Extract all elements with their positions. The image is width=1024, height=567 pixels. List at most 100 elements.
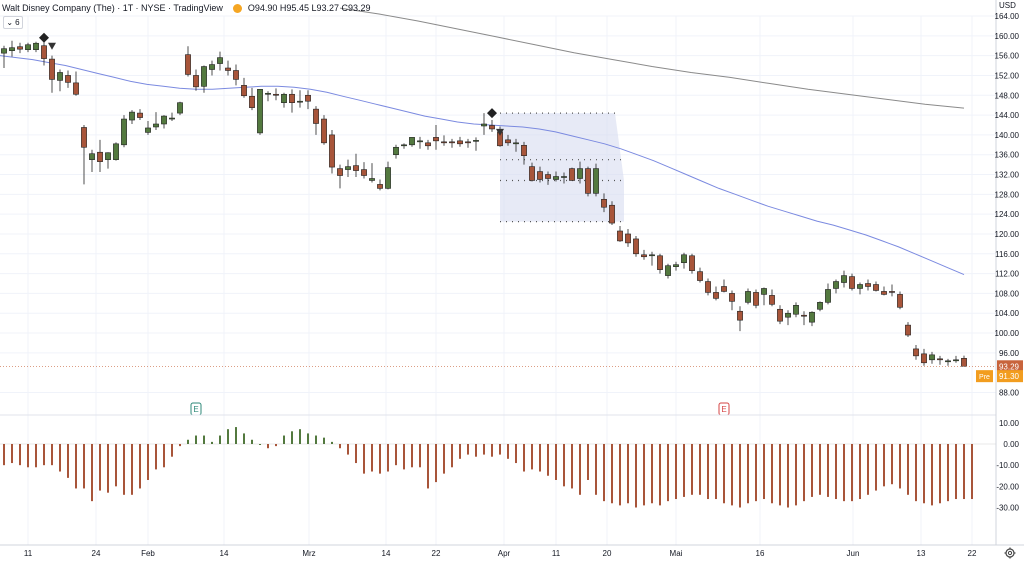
indicator-bar (315, 435, 317, 444)
indicator-bar (955, 444, 957, 500)
indicator-histogram (3, 427, 973, 508)
candle-body (321, 118, 327, 144)
market-status-icon (232, 3, 242, 13)
earnings-marker-icon[interactable]: E (718, 402, 730, 416)
candle-body (713, 292, 719, 299)
candle-body (753, 292, 759, 306)
symbol-title[interactable]: Walt Disney Company (The) · 1T · NYSE · … (2, 3, 223, 13)
indicator-bar (803, 444, 805, 502)
indicator-bar (899, 444, 901, 489)
time-tick-label: 11 (552, 549, 561, 558)
price-tick-label: 104.00 (995, 309, 1020, 318)
time-tick-label: Mai (670, 549, 683, 558)
time-tick-label: Apr (498, 549, 511, 558)
indicator-tick-label: -20.00 (996, 482, 1019, 491)
indicator-bar (555, 444, 557, 480)
indicator-bar (387, 444, 389, 472)
indicator-bar (243, 433, 245, 444)
candle-body (561, 176, 567, 178)
indicator-bar (451, 444, 453, 468)
indicator-bar (275, 444, 277, 447)
candle-body (9, 47, 15, 51)
indicator-bar (419, 444, 421, 468)
indicator-bar (587, 444, 589, 480)
indicator-bar (211, 441, 213, 444)
candle-body (721, 286, 727, 292)
gear-icon[interactable] (1004, 547, 1016, 559)
indicator-bar (715, 444, 717, 500)
candle-body (761, 288, 767, 295)
collapse-toggle-button[interactable]: ⌄ 6 (3, 16, 23, 29)
candle-body (545, 174, 551, 179)
indicator-bar (635, 444, 637, 508)
chart-header: Walt Disney Company (The) · 1T · NYSE · … (0, 0, 371, 16)
candle-body (313, 108, 319, 124)
price-tick-label: 156.00 (995, 52, 1020, 61)
candle-body (793, 305, 799, 315)
indicator-bar (683, 444, 685, 497)
price-tick-label: 144.00 (995, 111, 1020, 120)
candle-body (689, 255, 695, 271)
indicator-bar (707, 444, 709, 500)
candle-body (161, 115, 167, 125)
candle-body (593, 168, 599, 194)
indicator-bar (947, 444, 949, 502)
pre-market-tag-label: Pre (979, 374, 990, 381)
candle-body (409, 137, 415, 146)
candle-body (209, 64, 215, 70)
indicator-bar (331, 441, 333, 444)
indicator-bar (43, 444, 45, 466)
currency-label[interactable]: USD (999, 1, 1016, 10)
indicator-bar (923, 444, 925, 504)
indicator-bar (659, 444, 661, 506)
candle-body (921, 353, 927, 364)
interval-value: 6 (15, 18, 20, 27)
indicator-tick-label: -30.00 (996, 504, 1019, 513)
candle-body (905, 324, 911, 336)
indicator-bar (747, 444, 749, 504)
candle-body (777, 308, 783, 322)
sell-signal-icon (496, 128, 504, 136)
candle-body (729, 293, 735, 302)
price-tick-label: 88.00 (999, 389, 1020, 398)
candle-body (1, 48, 7, 54)
indicator-bar (787, 444, 789, 508)
pre-price-label: 91.30 (999, 372, 1020, 381)
indicator-bar (651, 444, 653, 504)
indicator-bar (835, 444, 837, 500)
candle-body (529, 166, 535, 181)
indicator-bar (435, 444, 437, 483)
candle-body (801, 314, 807, 317)
indicator-bar (475, 444, 477, 457)
candle-body (737, 310, 743, 321)
indicator-bar (667, 444, 669, 502)
indicator-bar (931, 444, 933, 506)
price-tick-label: 160.00 (995, 32, 1020, 41)
candle-body (465, 141, 471, 144)
last-price-label: 93.29 (999, 362, 1020, 371)
indicator-bar (83, 444, 85, 489)
candle-body (433, 137, 439, 142)
indicator-bar (91, 444, 93, 502)
earnings-marker-label: E (721, 405, 726, 414)
candle-body (657, 255, 663, 270)
time-tick-label: 16 (756, 549, 765, 558)
candle-body (601, 198, 607, 208)
candle-body (441, 141, 447, 144)
candle-body (345, 166, 351, 170)
candle-body (665, 265, 671, 276)
indicator-bar (827, 444, 829, 497)
earnings-marker-icon[interactable]: E (190, 402, 202, 416)
indicator-bar (139, 444, 141, 489)
candle-body (193, 75, 199, 88)
candle-body (833, 281, 839, 289)
candle-body (857, 284, 863, 289)
indicator-bar (795, 444, 797, 506)
sell-signal-icon (48, 42, 56, 50)
candle-body (841, 275, 847, 283)
indicator-bar (523, 444, 525, 472)
candle-body (809, 311, 815, 323)
indicator-bar (843, 444, 845, 502)
